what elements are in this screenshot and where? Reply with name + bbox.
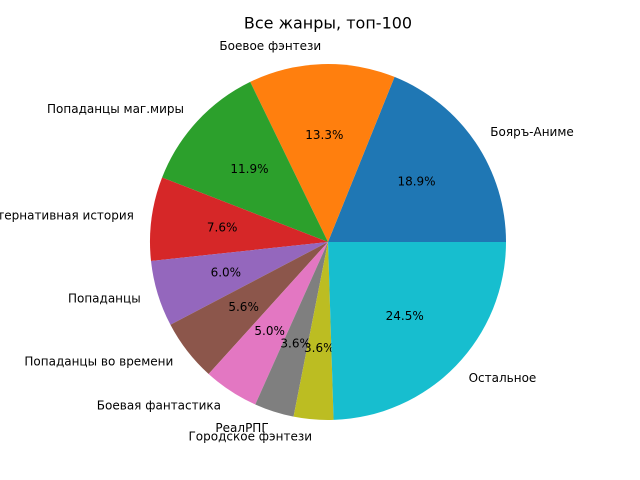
pie-slice	[255, 242, 328, 417]
value-label: 3.6%	[304, 341, 335, 355]
value-label: 3.6%	[280, 336, 311, 350]
slice-label: Остальное	[469, 371, 537, 385]
slice-label: Боевая фантастика	[97, 398, 221, 412]
slice-label: Попаданцы маг.миры	[47, 102, 184, 116]
slice-label: Попаданцы во времени	[24, 355, 173, 369]
pie-slice	[170, 242, 328, 375]
value-label: 5.0%	[254, 324, 285, 338]
slice-label: РеалРПГ	[215, 421, 268, 435]
pie-slice	[250, 64, 395, 243]
pie-slice	[150, 177, 328, 261]
slice-label: Попаданцы	[68, 291, 141, 305]
value-label: 24.5%	[386, 309, 424, 323]
slice-label: Альтернативная история	[0, 209, 134, 223]
pie-slice	[151, 242, 328, 325]
pie-slice	[208, 242, 328, 405]
pie-slice	[328, 76, 506, 242]
value-label: 18.9%	[397, 175, 435, 189]
value-label: 13.3%	[305, 128, 343, 142]
chart-title: Все жанры, топ-100	[244, 14, 412, 33]
pie-slice	[162, 81, 328, 242]
value-label: 7.6%	[207, 220, 238, 234]
value-label: 5.6%	[228, 300, 259, 314]
value-label: 6.0%	[211, 266, 242, 280]
pie-slice	[293, 242, 334, 420]
pie-slice	[328, 242, 506, 420]
slice-label: Боевое фэнтези	[219, 39, 321, 53]
slice-label: Бояръ-Аниме	[490, 125, 574, 139]
value-label: 11.9%	[230, 162, 268, 176]
slice-label: Городское фэнтези	[188, 430, 312, 444]
